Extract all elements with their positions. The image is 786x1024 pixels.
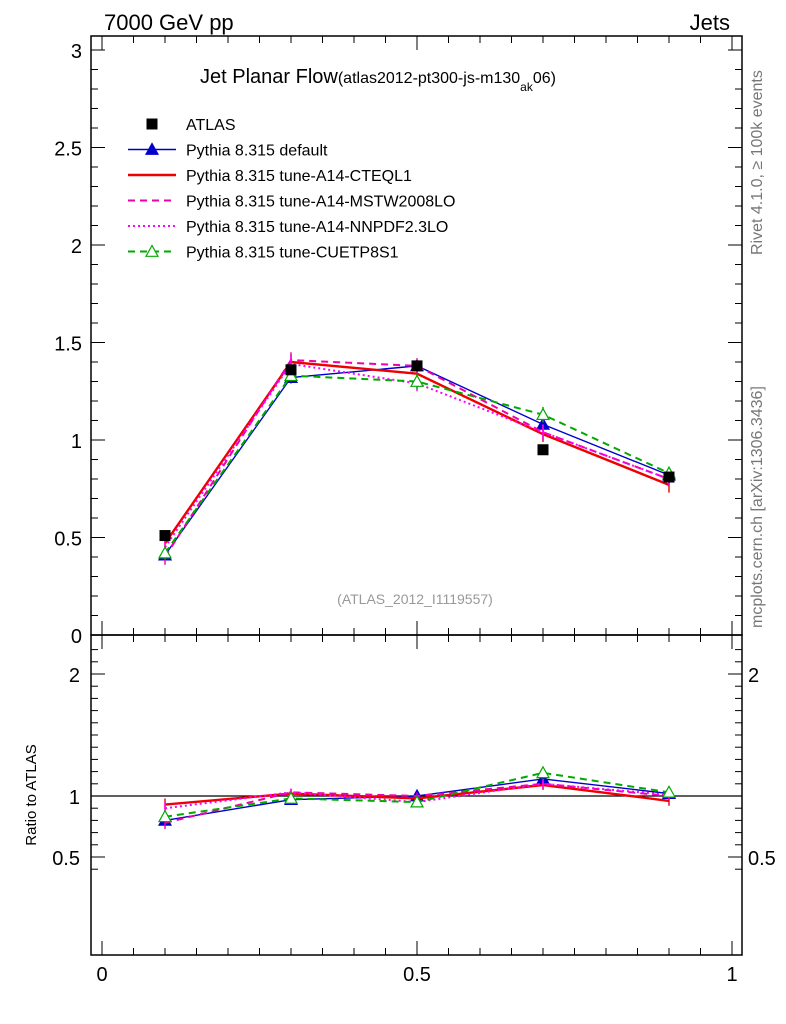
ratio-point xyxy=(283,791,299,804)
ratio-point xyxy=(409,794,425,808)
ratio-point xyxy=(661,785,677,798)
ratio-y-tick-label: 1 xyxy=(69,787,80,809)
ratio-point xyxy=(157,809,173,823)
legend: ATLAS Pythia 8.315 default Pythia 8.315 tu… xyxy=(128,117,455,262)
series-point xyxy=(535,407,551,421)
legend-label: Pythia 8.315 tune-A14-CTEQL1 xyxy=(186,168,412,185)
legend-label-data: ATLAS xyxy=(186,117,236,134)
series-point xyxy=(157,545,173,559)
ratio-point xyxy=(535,765,551,779)
plot-subtitle: (atlas2012-pt300-js-m130 xyxy=(338,70,520,87)
series-point xyxy=(409,374,425,387)
legend-label: Pythia 8.315 default xyxy=(186,143,328,160)
plot-subtitle-tail: 06) xyxy=(533,70,556,87)
x-tick-label: 0 xyxy=(96,964,107,986)
legend-label: Pythia 8.315 tune-CUETP8S1 xyxy=(186,245,399,262)
series-line-main xyxy=(164,365,670,556)
legend-marker-data xyxy=(146,118,158,130)
series-lines xyxy=(157,352,677,829)
legend-marker xyxy=(144,244,160,257)
data-point xyxy=(411,360,423,372)
main-y-tick-label: 0 xyxy=(71,626,82,648)
x-tick-label: 0.5 xyxy=(403,964,431,986)
main-y-tick-label: 2.5 xyxy=(54,139,82,161)
data-point xyxy=(663,471,675,483)
main-y-tick-label: 3 xyxy=(71,41,82,63)
series-line-main xyxy=(164,374,670,554)
process-label: Jets xyxy=(690,10,730,35)
x-tick-label: 1 xyxy=(726,964,737,986)
data-point xyxy=(159,530,171,542)
rivet-label: Rivet 4.1.0, ≥ 100k events xyxy=(749,70,766,255)
analysis-watermark: (ATLAS_2012_I1119557) xyxy=(337,591,493,607)
legend-label: Pythia 8.315 tune-A14-MSTW2008LO xyxy=(186,194,455,211)
data-point xyxy=(537,444,549,456)
plot-subtitle-sub: ak xyxy=(520,80,534,94)
legend-marker xyxy=(144,142,160,155)
ratio-y-axis-label: Ratio to ATLAS xyxy=(23,744,40,845)
legend-label: Pythia 8.315 tune-A14-NNPDF2.3LO xyxy=(186,219,448,236)
ratio-y-tick-label: 0.5 xyxy=(52,848,80,870)
axes: 0 0.5 1 1.5 2 2.5 3 0.5 1 2 0.5 2 0 0.5 1 xyxy=(52,36,776,986)
data-point xyxy=(285,364,297,376)
collision-label: 7000 GeV pp xyxy=(104,10,234,35)
ratio-y-tick-label: 2 xyxy=(69,665,80,687)
main-y-tick-label: 1 xyxy=(71,431,82,453)
main-y-tick-label: 0.5 xyxy=(54,529,82,551)
mcplots-label: mcplots.cern.ch [arXiv:1306.3436] xyxy=(749,386,766,628)
ratio-right-tick-label: 0.5 xyxy=(748,848,776,870)
ratio-right-tick-label: 2 xyxy=(748,665,759,687)
plot-title-main: Jet Planar Flow xyxy=(200,66,338,88)
plot-title: Jet Planar Flow(atlas2012-pt300-js-m130a… xyxy=(200,66,556,94)
main-y-tick-label: 1.5 xyxy=(54,334,82,356)
main-y-tick-label: 2 xyxy=(71,236,82,258)
